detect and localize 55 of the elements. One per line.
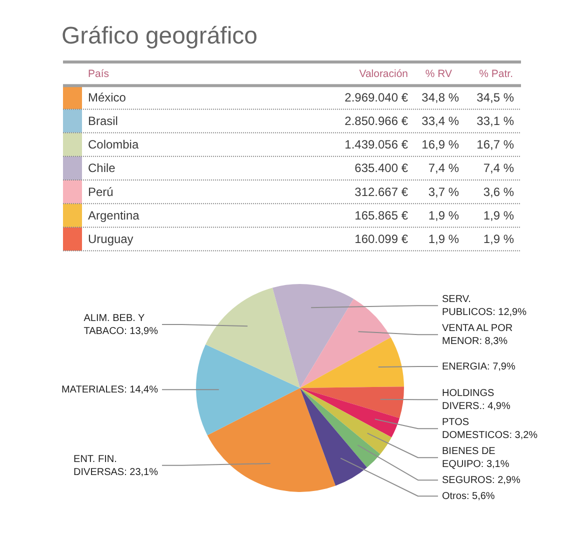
pie-slice	[300, 388, 380, 468]
pie-slice	[300, 388, 400, 438]
pie-slice	[300, 388, 368, 486]
data-label: 33,1 %	[476, 114, 514, 128]
data-label: 1.439.056 €	[344, 138, 408, 152]
data-label: 3,7 %	[428, 184, 460, 199]
data-label: 1,9 %	[483, 208, 514, 222]
data-label: 34,5 %	[476, 90, 514, 104]
category-label: Colombia	[88, 138, 139, 152]
data-label: 165.865 €	[354, 208, 408, 222]
text: Gráfico geográfico	[62, 22, 258, 50]
data-label: 3,6 %	[483, 184, 514, 199]
category-label: Argentina	[88, 208, 140, 222]
slice-label: HOLDINGS DIVERS.: 4,9%	[442, 388, 510, 412]
text: % Patr.	[479, 68, 513, 80]
data-label: 635.400 €	[354, 161, 408, 176]
text: Valoración	[359, 68, 408, 80]
pie-slice	[300, 386, 404, 418]
data-label: 1,9 %	[483, 232, 514, 246]
data-label: 7,4 %	[483, 161, 514, 176]
data-label: 33,4 %	[422, 114, 460, 128]
slice-label: BIENES DE EQUIPO: 3,1%	[442, 446, 510, 470]
data-label: 312.667 €	[354, 184, 408, 199]
pie-slice	[272, 284, 354, 388]
text: País	[88, 68, 109, 80]
pie-slice	[206, 288, 300, 388]
slice-label: ENT. FIN. DIVERSAS: 23,1%	[74, 454, 158, 478]
slice-label: ALIM. BEB. Y TABACO: 13,9%	[84, 313, 158, 338]
category-label: Uruguay	[88, 232, 134, 246]
slice-label: PTOS DOMESTICOS: 3,2%	[442, 417, 538, 442]
pie-slice	[300, 298, 391, 388]
data-label: 1,9 %	[428, 232, 460, 246]
pie-slice	[207, 388, 336, 492]
data-label: 34,8 %	[422, 90, 460, 104]
slice-label: VENTA AL POR MENOR: 8,3%	[442, 323, 513, 348]
data-label: 16,7 %	[476, 138, 514, 152]
data-label: 2.850.966 €	[344, 114, 408, 128]
slice-label: MATERIALES: 14,4%	[61, 384, 158, 396]
category-label: Chile	[88, 161, 116, 176]
data-label: 1,9 %	[428, 208, 460, 222]
slice-label: Otros: 5,6%	[442, 491, 495, 502]
slice-label: ENERGIA: 7,9%	[442, 362, 516, 373]
category-label: Perú	[88, 184, 114, 199]
pie-slice	[300, 388, 392, 454]
data-label: 16,9 %	[422, 138, 460, 152]
data-label: 160.099 €	[354, 232, 408, 246]
category-label: México	[88, 90, 126, 104]
data-label: 7,4 %	[428, 161, 460, 176]
category-label: Brasil	[88, 114, 118, 128]
slice-label: SERV. PUBLICOS: 12,9%	[442, 294, 527, 318]
pie-slice	[300, 337, 404, 388]
pie-slice	[196, 344, 300, 436]
data-label: 2.969.040 €	[344, 90, 408, 104]
text: % RV	[425, 68, 452, 80]
slice-label: SEGUROS: 2,9%	[442, 475, 520, 486]
